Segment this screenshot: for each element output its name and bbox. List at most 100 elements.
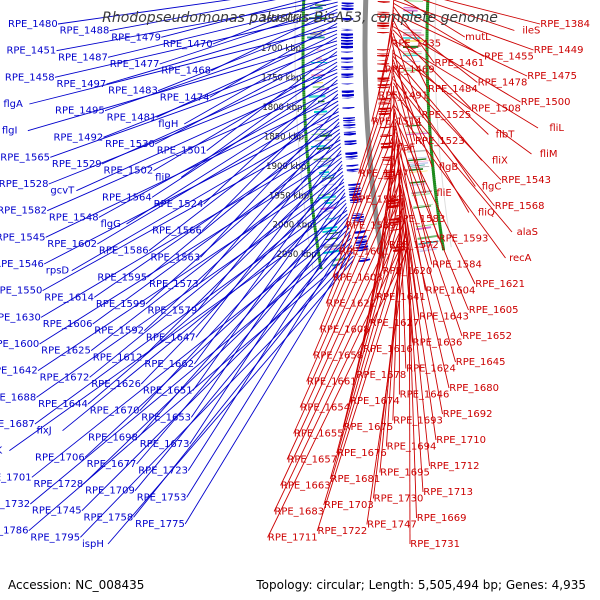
connector-line: [342, 191, 402, 428]
reverse-feature: [377, 24, 390, 28]
connector-line: [329, 217, 405, 480]
tick-mark: [425, 71, 429, 74]
reverse-gene-label: RPE_1678: [357, 370, 407, 381]
reverse-gene-label: RPE_1693: [393, 416, 443, 427]
tick-mark: [425, 9, 429, 12]
tick-mark: [302, 2, 306, 5]
connector-line: [372, 227, 407, 499]
connector-line: [384, 9, 394, 70]
connector-line: [140, 174, 344, 385]
tick-mark: [431, 170, 435, 173]
tick-mark: [433, 188, 437, 191]
tick-mark: [301, 17, 305, 20]
tick-mark: [304, 129, 308, 132]
connector-line: [203, 79, 338, 205]
reverse-feature: [386, 201, 399, 205]
forward-gene-label: RPE_1701: [0, 472, 32, 483]
reverse-gene-label: RPE_1675: [344, 422, 394, 433]
connector-line: [392, 65, 502, 181]
tick-mark: [426, 103, 430, 106]
connector-line: [392, 72, 427, 194]
forward-feature: [341, 57, 354, 60]
connector-line: [394, 109, 433, 265]
forward-feature: [343, 122, 356, 124]
tick-mark: [427, 109, 431, 112]
reverse-gene-label: fliX: [492, 156, 508, 167]
reverse-gene-label: RPE_1730: [374, 494, 424, 505]
inner-annotation-block: [409, 170, 428, 173]
tick-mark: [425, 57, 429, 60]
tick-mark: [301, 22, 305, 25]
reverse-gene-label: RPE_1478: [478, 78, 528, 89]
tick-mark: [301, 26, 305, 29]
forward-gene-label: RPE_1501: [157, 146, 207, 157]
connector-line: [186, 234, 351, 498]
forward-gene-label: RPE_1545: [0, 232, 45, 243]
inner-annotation-block: [418, 243, 433, 248]
connector-line: [396, 145, 463, 337]
reverse-gene-label: RPE_1491: [378, 91, 428, 102]
reverse-gene-label: RPE_1508: [471, 104, 521, 115]
forward-feature: [341, 20, 354, 22]
tick-mark: [441, 242, 445, 245]
forward-gene-label: RPE_1653: [141, 412, 191, 423]
tick-mark: [302, 0, 306, 3]
forward-gene-label: RPE_1563: [151, 252, 201, 263]
forward-feature: [346, 168, 359, 171]
reverse-feature: [377, 53, 390, 55]
reverse-feature: [377, 84, 390, 87]
tick-mark: [319, 264, 323, 267]
forward-gene-label: RPE_1706: [35, 452, 85, 463]
tick-mark: [439, 234, 443, 237]
forward-gene-label: flgH: [158, 119, 178, 130]
tick-mark: [302, 4, 306, 7]
forward-feature: [358, 258, 371, 262]
connector-line: [89, 171, 344, 378]
connector-line: [211, 8, 338, 72]
tick-mark: [425, 33, 429, 36]
connector-line: [358, 62, 394, 174]
tick-mark: [425, 21, 429, 24]
connector-line: [408, 250, 411, 545]
connector-line: [299, 181, 401, 408]
tick-mark: [427, 115, 431, 118]
connector-line: [444, 0, 541, 25]
forward-feature: [341, 36, 354, 39]
reverse-gene-label: RPE_1543: [501, 175, 551, 186]
tick-mark: [436, 214, 440, 217]
forward-gene-label: RPE_1723: [138, 466, 188, 477]
connector-line: [377, 23, 394, 96]
connector-line: [30, 238, 352, 505]
tick-mark: [301, 44, 305, 47]
tick-mark: [434, 194, 438, 197]
reverse-gene-label: fliE: [436, 188, 451, 199]
reverse-gene-label: RPE_1652: [462, 331, 512, 342]
kbp-label: 2050 kbp: [277, 250, 317, 260]
reverse-gene-label: RPE_1484: [428, 84, 478, 95]
tick-mark: [437, 218, 441, 221]
connector-line: [393, 2, 485, 57]
connector-line: [392, 55, 483, 161]
connector-line: [395, 132, 469, 311]
connector-line: [76, 72, 338, 192]
tick-mark: [302, 85, 306, 88]
connector-line: [200, 107, 339, 258]
tick-mark: [438, 228, 442, 231]
tick-mark: [426, 0, 430, 2]
tick-mark: [303, 121, 307, 124]
tick-mark: [432, 174, 436, 177]
tick-mark: [301, 6, 305, 9]
inner-annotation-block: [417, 234, 438, 240]
connector-line: [194, 164, 343, 365]
forward-gene-label: RPE_1647: [146, 332, 196, 343]
forward-feature: [341, 68, 354, 70]
forward-feature: [341, 28, 354, 30]
forward-gene-label: RPE_1530: [105, 139, 155, 150]
tick-mark: [433, 184, 437, 187]
tick-mark: [425, 43, 429, 46]
forward-feature: [348, 183, 361, 186]
tick-mark: [309, 193, 313, 196]
tick-mark: [301, 37, 305, 40]
topology-text: Topology: circular; Length: 5,505,494 bp…: [256, 578, 586, 592]
